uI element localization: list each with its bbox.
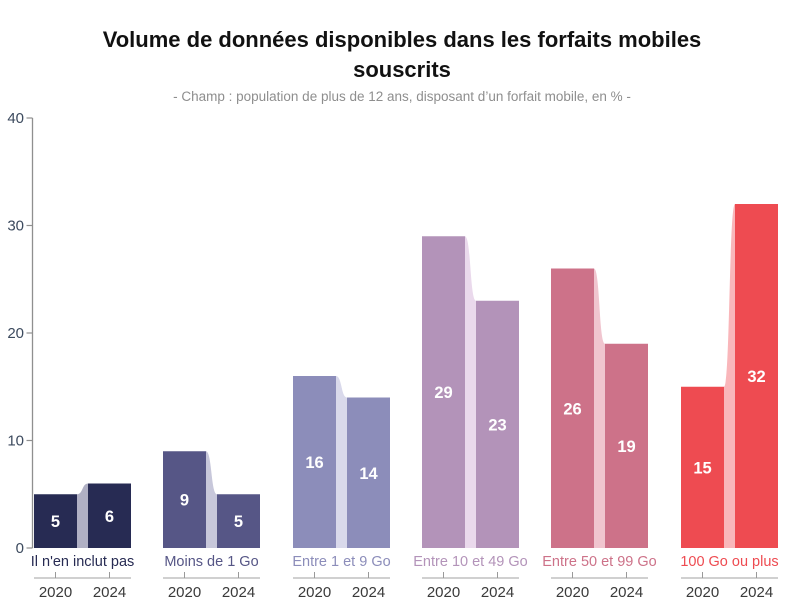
value-label-2020: 9 bbox=[180, 492, 189, 510]
trend-band bbox=[336, 376, 347, 548]
bar-2024 bbox=[735, 204, 778, 548]
category-label: Entre 1 et 9 Go bbox=[292, 554, 390, 570]
category-label: Il n'en inclut pas bbox=[31, 554, 135, 570]
y-tick-label: 30 bbox=[7, 218, 24, 235]
year-label-2020: 2020 bbox=[686, 584, 719, 601]
bar-2024 bbox=[476, 300, 519, 548]
category-label: Entre 10 et 49 Go bbox=[413, 554, 527, 570]
y-tick-label: 10 bbox=[7, 433, 24, 450]
year-label-2024: 2024 bbox=[93, 584, 126, 601]
value-label-2024: 19 bbox=[617, 438, 635, 456]
bar-2024 bbox=[347, 397, 390, 548]
bar-2024 bbox=[605, 343, 648, 548]
value-label-2020: 16 bbox=[305, 454, 323, 472]
bar-2020 bbox=[681, 386, 724, 548]
year-label-2020: 2020 bbox=[39, 584, 72, 601]
year-label-2024: 2024 bbox=[481, 584, 514, 601]
value-label-2020: 26 bbox=[563, 400, 581, 418]
year-label-2020: 2020 bbox=[168, 584, 201, 601]
bar-2020 bbox=[422, 236, 465, 548]
trend-band bbox=[206, 451, 217, 548]
chart-subtitle: - Champ : population de plus de 12 ans, … bbox=[173, 89, 631, 104]
trend-band bbox=[594, 268, 605, 548]
year-label-2024: 2024 bbox=[740, 584, 773, 601]
value-label-2020: 5 bbox=[51, 513, 60, 531]
value-label-2020: 15 bbox=[693, 459, 711, 477]
year-label-2024: 2024 bbox=[222, 584, 255, 601]
y-tick-label: 20 bbox=[7, 325, 24, 342]
y-tick-label: 40 bbox=[7, 110, 24, 127]
chart-title: Volume de données disponibles dans les f… bbox=[102, 27, 702, 82]
trend-band bbox=[77, 483, 88, 548]
chart-header: Volume de données disponibles dans les f… bbox=[0, 0, 804, 106]
value-label-2024: 6 bbox=[105, 508, 114, 526]
value-label-2024: 14 bbox=[359, 465, 378, 483]
bar-2020 bbox=[551, 268, 594, 548]
category-label: Moins de 1 Go bbox=[164, 554, 258, 570]
year-label-2020: 2020 bbox=[298, 584, 331, 601]
chart-canvas: 0 10 20 30 40 5 6 Il n'en inclut pas 2020 2024 9 5 M… bbox=[7, 110, 778, 601]
value-label-2020: 29 bbox=[434, 384, 452, 402]
bar-2020 bbox=[293, 376, 336, 548]
value-label-2024: 5 bbox=[234, 513, 243, 531]
trend-band bbox=[465, 236, 476, 548]
category-label: 100 Go ou plus bbox=[680, 554, 778, 570]
year-label-2020: 2020 bbox=[556, 584, 589, 601]
year-label-2020: 2020 bbox=[427, 584, 460, 601]
bar-2024 bbox=[217, 494, 260, 548]
trend-band bbox=[724, 204, 735, 548]
year-label-2024: 2024 bbox=[352, 584, 385, 601]
category-label: Entre 50 et 99 Go bbox=[542, 554, 656, 570]
bar-2020 bbox=[163, 451, 206, 548]
bar-2020 bbox=[34, 494, 77, 548]
year-label-2024: 2024 bbox=[610, 584, 643, 601]
bar-2024 bbox=[88, 483, 131, 548]
value-label-2024: 32 bbox=[747, 368, 765, 386]
value-label-2024: 23 bbox=[488, 416, 506, 434]
y-tick-label: 0 bbox=[16, 540, 24, 557]
